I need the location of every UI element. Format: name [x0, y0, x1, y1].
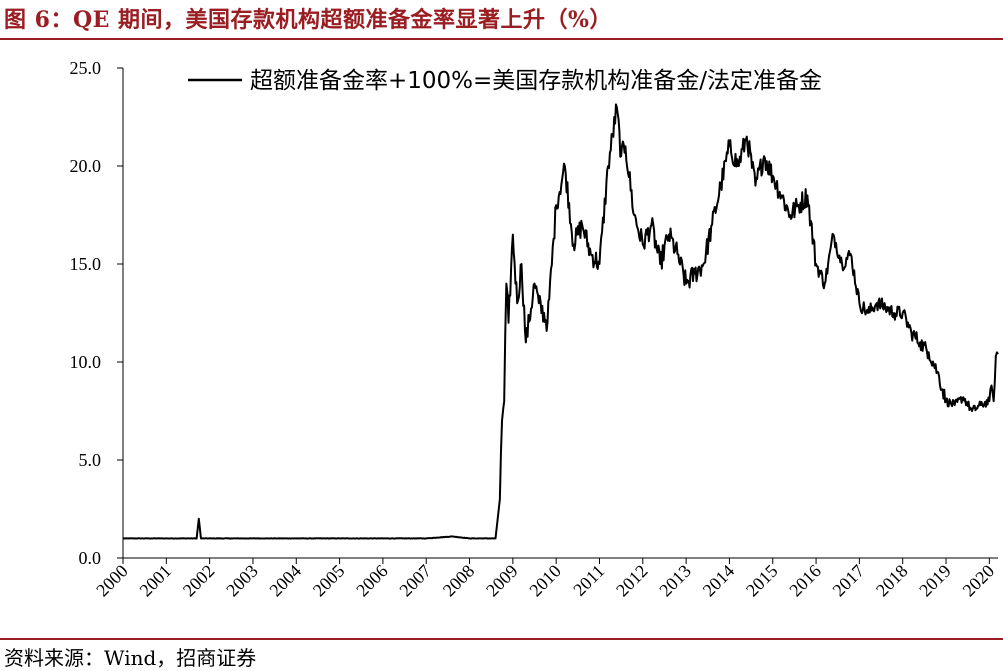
x-axis: 2000 2001 2002 2003 2004 2005 2006 2007 2008 2009… [92, 557, 999, 601]
x-tick-label: 2001 [136, 561, 176, 601]
x-tick-label: 2002 [179, 561, 219, 601]
x-tick-label: 2014 [699, 561, 739, 601]
x-tick-label: 2005 [309, 561, 349, 601]
legend: 超额准备金率+100%=美国存款机构准备金/法定准备金 [188, 68, 822, 94]
x-tick-label: 2017 [829, 561, 869, 601]
x-tick-label: 2019 [915, 561, 955, 601]
x-tick-label: 2020 [959, 561, 999, 601]
y-tick-label: 5.0 [79, 450, 102, 470]
x-tick-label: 2006 [352, 561, 392, 601]
series-group [122, 103, 999, 540]
x-tick-label: 2018 [872, 561, 912, 601]
x-tick-label: 2007 [395, 561, 435, 601]
y-tick-label: 15.0 [70, 254, 102, 274]
y-axis: 0.0 5.0 10.0 15.0 20.0 25.0 [70, 58, 124, 568]
y-tick-label: 20.0 [70, 156, 102, 176]
x-tick-label: 2012 [612, 561, 652, 601]
x-tick-label: 2009 [482, 561, 522, 601]
x-tick-label: 2016 [785, 561, 825, 601]
x-tick-label: 2011 [569, 561, 608, 600]
x-tick-label: 2004 [265, 561, 305, 601]
figure-title: 图 6：QE 期间，美国存款机构超额准备金率显著上升（%） [4, 7, 612, 33]
footer-rule [0, 638, 1003, 640]
x-tick-label: 2013 [655, 561, 695, 601]
y-tick-label: 0.0 [79, 548, 102, 568]
y-tick-label: 25.0 [70, 58, 102, 78]
x-tick-label: 2015 [742, 561, 782, 601]
legend-label: 超额准备金率+100%=美国存款机构准备金/法定准备金 [250, 68, 822, 94]
y-tick-label: 10.0 [70, 352, 102, 372]
x-tick-label: 2003 [222, 561, 262, 601]
source-note: 资料来源：Wind，招商证券 [4, 646, 257, 670]
title-rule [0, 38, 1003, 40]
x-tick-label: 2010 [525, 561, 565, 601]
x-tick-label: 2008 [439, 561, 479, 601]
series-line [122, 103, 999, 540]
